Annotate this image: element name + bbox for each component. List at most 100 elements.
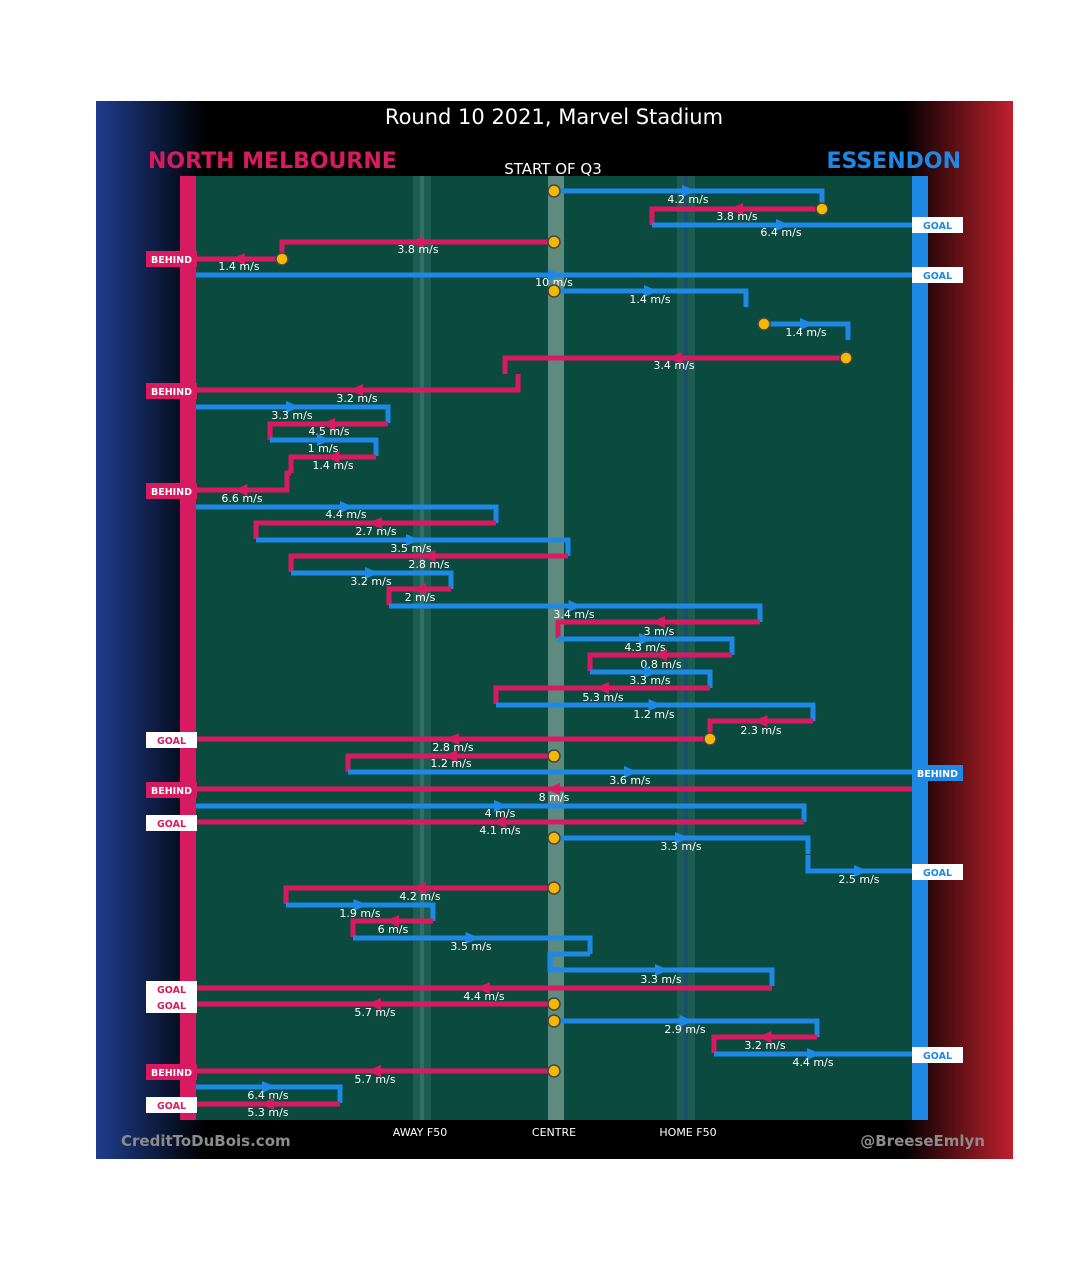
goal-badge xyxy=(912,864,963,880)
chain-arrow xyxy=(679,1015,694,1027)
chain-arrow xyxy=(353,899,368,911)
stoppage-marker xyxy=(547,184,561,198)
chain-arrow xyxy=(651,616,665,628)
stoppage-marker xyxy=(547,831,561,845)
chain-line xyxy=(554,288,749,307)
quarter-label: START OF Q3 xyxy=(504,160,602,178)
goal-badge xyxy=(912,1047,963,1063)
stoppage-marker xyxy=(703,732,717,746)
chain-arrow xyxy=(412,583,426,595)
chain-speed-label: 5.3 m/s xyxy=(582,691,623,704)
chain-arrow xyxy=(321,418,335,430)
outcome-label: BEHIND xyxy=(917,769,958,780)
chain-arrow xyxy=(385,915,399,927)
chain-arrow xyxy=(639,633,653,645)
goal-badge xyxy=(146,981,197,997)
stoppage-marker xyxy=(815,202,829,216)
chain-speed-label: 6 m/s xyxy=(378,923,409,936)
chain-speed-label: 4.4 m/s xyxy=(463,990,504,1003)
chain-line xyxy=(554,835,811,854)
chain-speed-label: 2.7 m/s xyxy=(355,525,396,538)
chain-line xyxy=(496,702,816,721)
chain-arrow xyxy=(443,750,457,762)
goal-badge xyxy=(146,997,197,1013)
stoppage-marker xyxy=(547,749,561,763)
chain-speed-label: 4.2 m/s xyxy=(399,890,440,903)
stoppage-marker xyxy=(547,1014,561,1028)
outcome-label: GOAL xyxy=(923,221,952,232)
chain-speed-label: 3.4 m/s xyxy=(553,608,594,621)
credit-left: CreditToDuBois.com xyxy=(121,1132,291,1150)
chain-speed-label: 3.2 m/s xyxy=(744,1039,785,1052)
chain-speed-label: 1.9 m/s xyxy=(339,907,380,920)
chain-speed-label: 5.7 m/s xyxy=(354,1006,395,1019)
team-left-name: NORTH MELBOURNE xyxy=(148,149,397,174)
chain-line xyxy=(288,553,568,572)
chain-speed-label: 3.8 m/s xyxy=(716,210,757,223)
chain-arrow xyxy=(365,567,379,579)
chain-speed-label: 1.4 m/s xyxy=(312,459,353,472)
away-f50-line xyxy=(420,176,424,1120)
chain-line xyxy=(353,935,593,954)
x-axis-label-away-f50: AWAY F50 xyxy=(393,1126,447,1139)
chain-line xyxy=(587,652,732,671)
chain-line xyxy=(253,520,496,539)
chain-line xyxy=(805,855,912,874)
chain-arrow xyxy=(368,517,382,529)
chain-line xyxy=(291,570,454,589)
chain-line xyxy=(764,321,851,340)
chain-speed-label: 2.9 m/s xyxy=(664,1023,705,1036)
chain-line xyxy=(196,404,391,423)
chain-arrow xyxy=(494,800,508,812)
chain-line xyxy=(286,902,436,921)
x-axis-label-centre: CENTRE xyxy=(532,1126,576,1139)
chain-arrow xyxy=(421,550,436,562)
chain-speed-label: 3.2 m/s xyxy=(350,575,391,588)
chain-arrow xyxy=(325,451,340,463)
chain-arrow xyxy=(367,998,381,1010)
chain-arrow xyxy=(682,185,696,197)
chain-line xyxy=(270,437,379,456)
chains-layer: 4.2 m/s3.8 m/s6.4 m/s3.8 m/s1.4 m/s10 m/… xyxy=(146,184,963,1119)
outcome-label: GOAL xyxy=(923,1051,952,1062)
chain-speed-label: 4.1 m/s xyxy=(479,824,520,837)
chain-speed-label: 1.4 m/s xyxy=(218,260,259,273)
chain-arrow xyxy=(807,1048,821,1060)
chain-arrow xyxy=(648,699,663,711)
chain-line xyxy=(350,918,433,937)
chain-speed-label: 3.3 m/s xyxy=(271,409,312,422)
chain-speed-label: 4.5 m/s xyxy=(308,425,349,438)
outcome-label: GOAL xyxy=(923,868,952,879)
outcome-label: GOAL xyxy=(157,1001,186,1012)
chain-speed-label: 3.5 m/s xyxy=(450,940,491,953)
chain-speed-label: 1.2 m/s xyxy=(430,757,471,770)
chain-line xyxy=(288,454,376,473)
chart-title: Round 10 2021, Marvel Stadium xyxy=(385,105,723,129)
chain-speed-label: 0.8 m/s xyxy=(640,658,681,671)
outcome-label: BEHIND xyxy=(151,255,192,266)
chain-arrow xyxy=(776,219,790,231)
chain-arrow xyxy=(568,600,583,612)
home-f50-line xyxy=(684,176,688,1120)
credit-right: @BreeseEmlyn xyxy=(860,1132,985,1150)
chain-speed-label: 1 m/s xyxy=(308,442,339,455)
chain-arrow xyxy=(644,666,658,678)
behind-badge xyxy=(912,765,963,781)
chain-speed-label: 6.4 m/s xyxy=(760,226,801,239)
goal-badge xyxy=(146,732,197,748)
chain-line xyxy=(389,603,763,622)
chain-speed-label: 3.3 m/s xyxy=(660,840,701,853)
chain-speed-label: 2.5 m/s xyxy=(838,873,879,886)
chain-speed-label: 1.4 m/s xyxy=(629,293,670,306)
chain-arrow xyxy=(753,715,768,727)
chain-arrow xyxy=(233,484,248,496)
chain-speed-label: 8 m/s xyxy=(539,791,570,804)
chain-arrow xyxy=(340,501,354,513)
chain-line xyxy=(267,421,388,440)
chain-arrow xyxy=(624,766,638,778)
chain-speed-label: 5.7 m/s xyxy=(354,1073,395,1086)
chain-line xyxy=(547,951,775,986)
outcome-label: GOAL xyxy=(157,1101,186,1112)
chain-speed-label: 10 m/s xyxy=(535,276,573,289)
